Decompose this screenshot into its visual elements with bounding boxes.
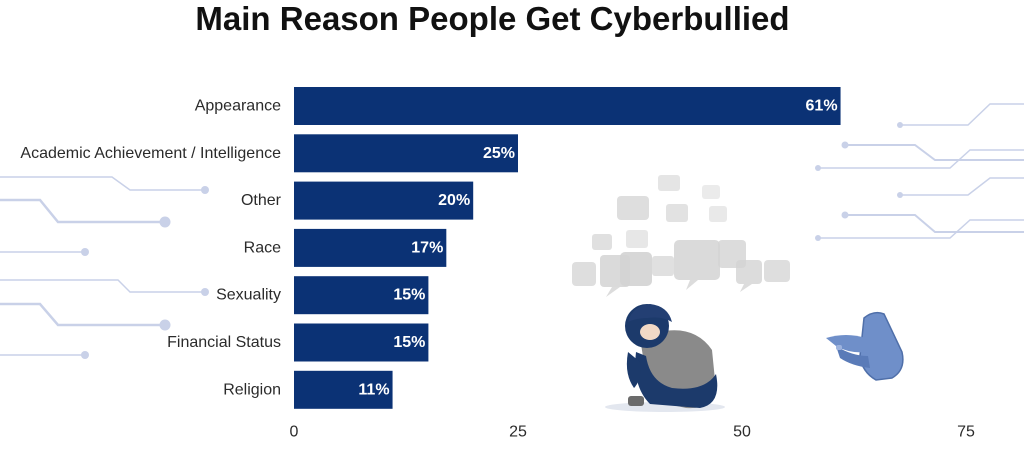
circuit-lines-right xyxy=(818,103,1024,239)
bars xyxy=(294,87,841,409)
x-tick-label: 50 xyxy=(733,424,751,441)
pointing-hand-icon xyxy=(826,311,904,381)
sad-person-icon xyxy=(605,304,725,412)
bar xyxy=(294,181,474,220)
x-axis-ticks: 0 25 50 75 xyxy=(290,424,975,441)
value-label: 61% xyxy=(806,98,838,115)
bar xyxy=(294,276,429,315)
value-label: 17% xyxy=(411,239,443,256)
x-tick-label: 75 xyxy=(957,424,975,441)
circuit-nodes-right xyxy=(815,122,903,241)
value-label: 15% xyxy=(393,334,425,351)
bar xyxy=(294,134,518,173)
bar xyxy=(294,87,841,125)
bar xyxy=(294,370,393,409)
bar xyxy=(294,228,447,267)
category-label: Other xyxy=(241,192,282,209)
value-label: 11% xyxy=(358,381,389,398)
chart-title: Main Reason People Get Cyberbullied xyxy=(195,0,790,37)
category-label: Sexuality xyxy=(216,287,281,304)
speech-bubbles-icon xyxy=(572,175,790,297)
x-tick-label: 0 xyxy=(290,424,299,441)
x-tick-label: 25 xyxy=(509,424,527,441)
value-label: 20% xyxy=(438,192,470,209)
category-label: Financial Status xyxy=(167,334,281,351)
value-label: 15% xyxy=(393,287,425,304)
category-label: Race xyxy=(244,239,281,256)
value-labels: 61% 25% 20% 17% 15% 15% 11% xyxy=(358,98,837,399)
category-label: Academic Achievement / Intelligence xyxy=(20,145,281,162)
category-label: Appearance xyxy=(195,98,281,115)
circuit-lines-left xyxy=(0,176,205,356)
circuit-nodes-left xyxy=(81,186,209,359)
value-label: 25% xyxy=(483,145,515,162)
bar xyxy=(294,323,429,362)
category-label: Religion xyxy=(223,381,281,398)
category-labels: Appearance Academic Achievement / Intelli… xyxy=(20,98,281,399)
